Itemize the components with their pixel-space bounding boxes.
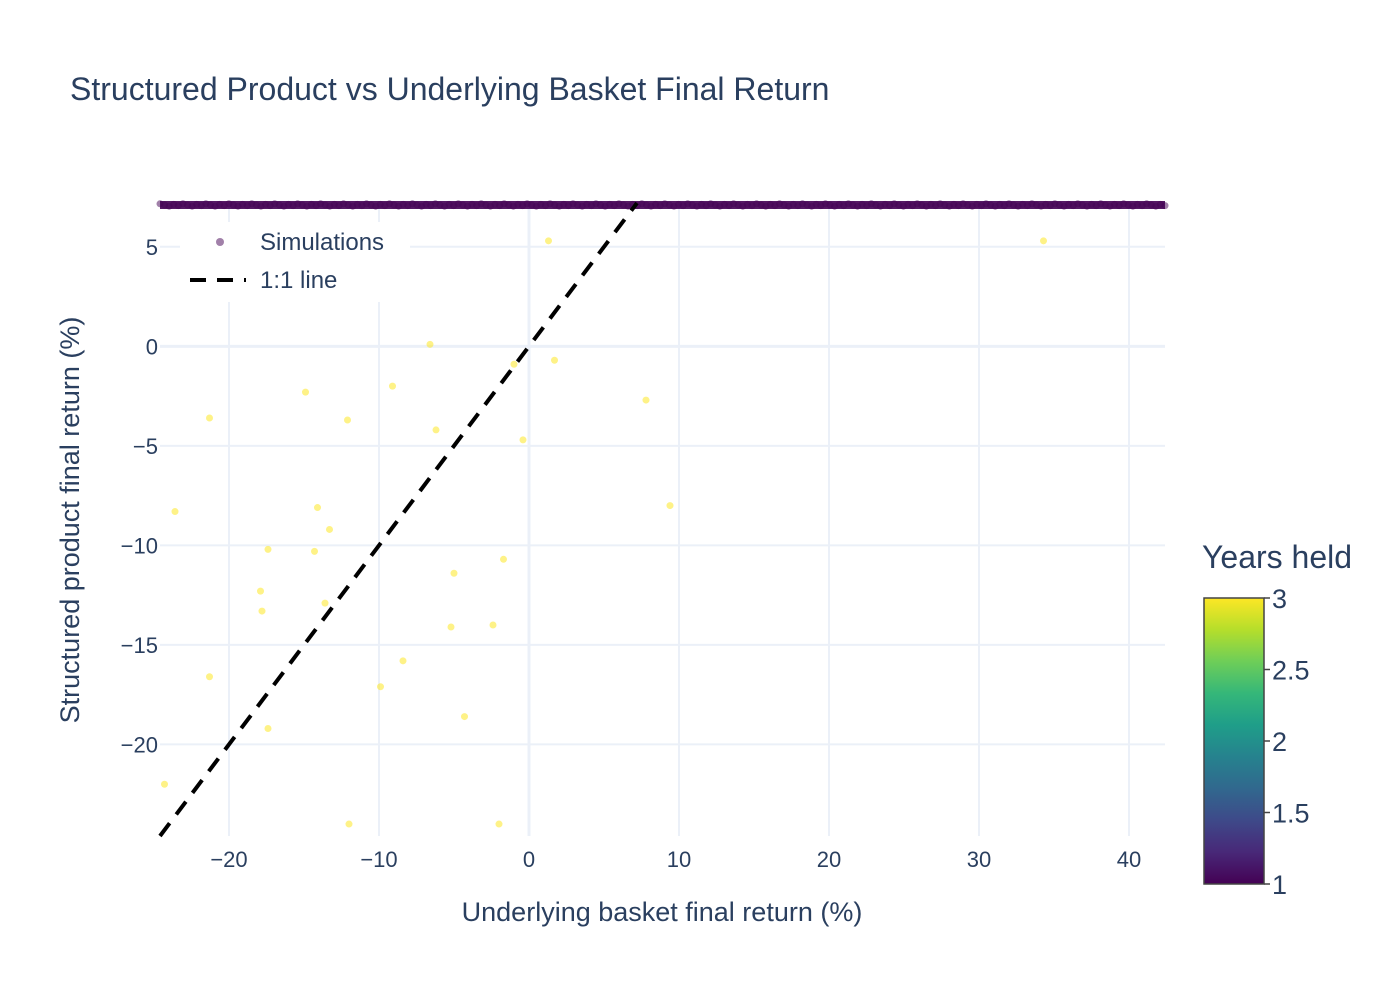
y-tick-label: 0 [146, 334, 158, 359]
scatter-point [171, 508, 179, 516]
y-tick-label: 5 [146, 235, 158, 260]
scatter-points [161, 237, 1047, 828]
colorbar-tick-label: 1.5 [1272, 799, 1310, 829]
scatter-point [344, 416, 351, 424]
scatter-point [495, 820, 503, 828]
scatter-point [519, 436, 527, 444]
legend[interactable]: Simulations 1:1 line [180, 222, 410, 302]
y-axis-ticks: −20 −15 −10 −5 0 5 [121, 235, 158, 758]
scatter-point [426, 340, 434, 348]
scatter-point [666, 502, 674, 510]
scatter-point [432, 426, 440, 434]
scatter-point [551, 356, 558, 364]
scatter-point [264, 545, 272, 553]
legend-marker-simulations [216, 238, 224, 246]
scatter-point [345, 820, 353, 828]
called-band-point [1161, 202, 1169, 210]
y-tick-label: −20 [121, 732, 158, 757]
scatter-point [545, 237, 552, 245]
colorbar: Years held 1 1.5 2 2.5 3 [1202, 539, 1352, 900]
called-simulations-band [156, 200, 1169, 210]
colorbar-tick-label: 3 [1272, 584, 1287, 614]
scatter-point [450, 569, 458, 577]
scatter-point [161, 780, 168, 788]
x-tick-label: 40 [1117, 847, 1141, 872]
y-axis-title: Structured product final return (%) [55, 317, 85, 724]
scatter-point [500, 555, 507, 563]
colorbar-gradient [1203, 597, 1265, 885]
scatter-point [257, 587, 264, 595]
scatter-point [642, 396, 650, 404]
scatter-point [302, 388, 309, 396]
scatter-point [377, 683, 384, 691]
scatter-point [461, 713, 468, 721]
x-tick-label: 30 [967, 847, 991, 872]
x-tick-label: −20 [210, 847, 247, 872]
colorbar-title: Years held [1202, 539, 1352, 575]
y-tick-label: −5 [133, 434, 158, 459]
x-tick-label: 0 [523, 847, 535, 872]
colorbar-tick-label: 2.5 [1272, 656, 1310, 686]
scatter-point [510, 360, 518, 368]
scatter-point [399, 657, 407, 665]
scatter-point [206, 414, 213, 422]
grid-lines [160, 203, 1165, 836]
scatter-point [1040, 237, 1047, 245]
chart-title: Structured Product vs Underlying Basket … [70, 71, 829, 107]
y-tick-label: −10 [121, 533, 158, 558]
scatter-point [258, 607, 266, 615]
legend-label-one-to-one: 1:1 line [260, 267, 337, 294]
x-tick-label: −10 [360, 847, 397, 872]
scatter-point [389, 382, 396, 390]
x-tick-label: 20 [817, 847, 841, 872]
scatter-point [264, 725, 272, 733]
scatter-point [321, 599, 329, 607]
x-axis-ticks: −20 −10 0 10 20 30 40 [210, 847, 1141, 872]
scatter-point [326, 525, 333, 533]
colorbar-tick-label: 2 [1272, 727, 1287, 757]
scatter-point [311, 547, 318, 555]
colorbar-ticks: 1 1.5 2 2.5 3 [1264, 584, 1310, 900]
colorbar-tick-label: 1 [1272, 870, 1287, 900]
y-tick-label: −15 [121, 633, 158, 658]
one-to-one-line [158, 201, 639, 838]
legend-background [180, 222, 410, 302]
scatter-point [489, 621, 497, 629]
scatter-point [314, 504, 321, 512]
legend-label-simulations: Simulations [260, 229, 384, 256]
scatter-point [206, 673, 213, 681]
x-tick-label: 10 [667, 847, 691, 872]
scatter-point [447, 623, 455, 631]
x-axis-title: Underlying basket final return (%) [462, 897, 863, 927]
